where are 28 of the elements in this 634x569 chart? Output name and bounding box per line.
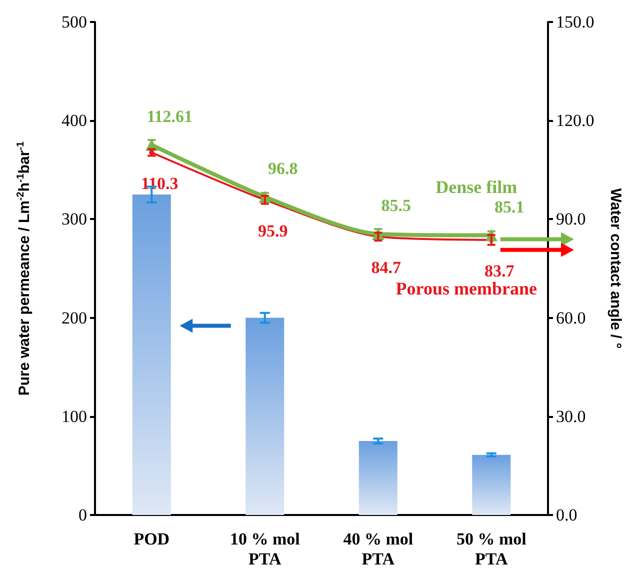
data-label: 112.61 [146, 106, 193, 126]
y-tick-label: 300 [62, 210, 87, 229]
y2-tick-label: 150.0 [556, 12, 594, 32]
y-tick-label: 100 [62, 406, 87, 426]
data-label: 83.7 [484, 261, 515, 280]
x-tick-label: POD [134, 530, 170, 548]
data-label: 96.8 [268, 158, 298, 178]
y-axis-title: Pure water permeance / Lm-2h-1bar-1 [16, 140, 33, 396]
x-tick-label: 50 % mol PTA [456, 530, 527, 568]
y-tick-label: 200 [62, 308, 87, 328]
y-tick-label: 500 [62, 12, 87, 32]
x-tick-label: 40 % mol PTA [343, 530, 414, 568]
data-label: 84.7 [371, 258, 402, 278]
data-label: 85.5 [381, 196, 411, 215]
x-tick-label: 10 % mol PTA [230, 530, 300, 568]
y2-axis-title: Water contact angle / ° [607, 188, 624, 349]
data-label: 85.1 [494, 197, 524, 216]
y2-tick-label: 60.0 [556, 308, 586, 328]
y2-tick-label: 120.0 [556, 111, 594, 130]
data-label: 95.9 [258, 221, 288, 240]
y2-tick-label: 30.0 [556, 406, 586, 426]
text: Dense film [436, 176, 518, 197]
text: Porous membrane [396, 278, 537, 299]
y-tick-label: 0 [78, 506, 87, 524]
data-label: 110.3 [140, 174, 178, 193]
y2-tick-label: 90.0 [556, 210, 586, 229]
y2-tick-label: 0.0 [556, 506, 578, 524]
y-tick-label: 400 [62, 111, 87, 130]
